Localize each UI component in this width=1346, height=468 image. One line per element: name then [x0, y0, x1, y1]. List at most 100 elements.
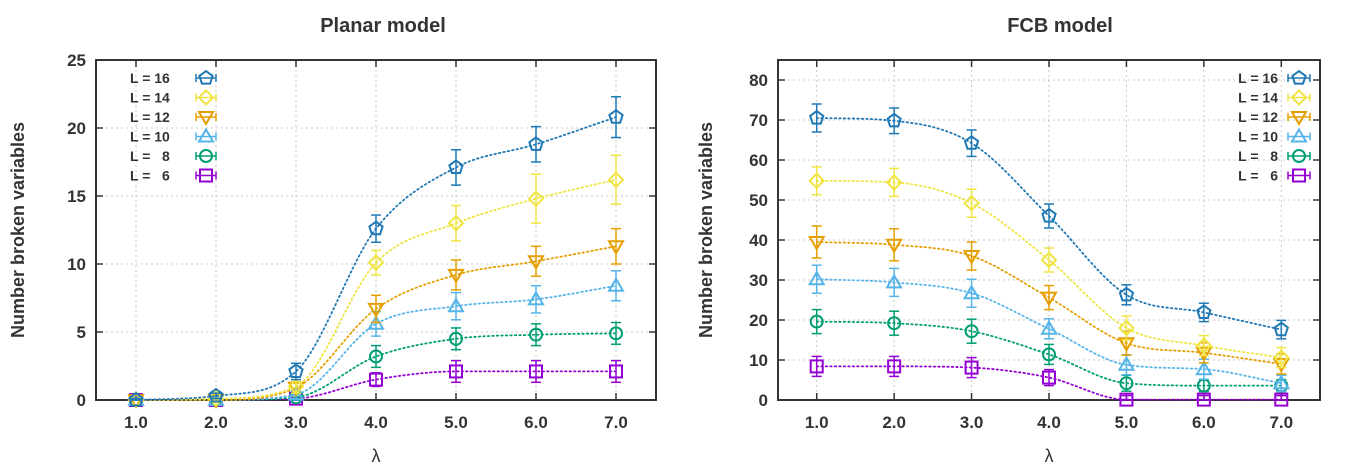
- legend-item: L = 10: [130, 127, 217, 145]
- y-tick-label: 25: [67, 51, 86, 70]
- legend-item: L = 10: [1238, 127, 1311, 145]
- data-point: [128, 391, 144, 407]
- data-point: [887, 359, 902, 374]
- data-point: [1273, 321, 1289, 337]
- series-L-14: [127, 154, 625, 409]
- chart-panel-2: 0 10 20 30 40 50 60 70 80 1.0 2.0 3.0 4.0 5.0 6.0 7.0 FC…: [696, 15, 1321, 466]
- data-point: [807, 270, 826, 286]
- legend-label: L = 8: [130, 148, 170, 164]
- data-point: [449, 364, 463, 379]
- data-point: [1274, 392, 1289, 407]
- data-point: [1041, 207, 1057, 223]
- data-point: [1119, 376, 1134, 391]
- data-point: [1117, 319, 1135, 337]
- legend-label: L = 16: [1238, 70, 1278, 86]
- y-tick-label: 10: [749, 351, 768, 370]
- legend-marker: [1292, 149, 1306, 163]
- legend-label: L = 16: [130, 70, 170, 86]
- chart-panel-1: 0 5 10 15 20 25 1.0 2.0 3.0 4.0 5.0 6.0 7.0 Planar mo…: [8, 15, 657, 466]
- data-point: [1119, 392, 1134, 407]
- legend-marker: [1290, 89, 1308, 106]
- data-point: [288, 363, 304, 378]
- data-point: [449, 331, 463, 346]
- data-point: [964, 360, 979, 375]
- data-point: [609, 364, 623, 379]
- data-point: [809, 314, 824, 329]
- legend-marker: [197, 111, 215, 126]
- legend-label: L = 14: [130, 90, 170, 106]
- series-L-12: [807, 225, 1291, 375]
- legend-marker: [1292, 168, 1306, 183]
- legend-item: L = 8: [130, 148, 217, 164]
- y-tick-label: 80: [749, 71, 768, 90]
- data-point: [807, 236, 826, 251]
- data-point: [369, 349, 383, 364]
- legend-item: L = 8: [1238, 148, 1311, 164]
- legend: L = 16 L = 14 L = 12 L = 10 L = 8 L = 6: [1238, 69, 1311, 184]
- legend-marker: [197, 127, 215, 143]
- data-point: [1040, 319, 1058, 335]
- y-tick-label: 50: [749, 191, 768, 210]
- y-tick-label: 10: [67, 255, 86, 274]
- data-point: [963, 135, 980, 150]
- data-point: [885, 173, 903, 191]
- data-point: [962, 284, 981, 300]
- y-axis-label: Number broken variables: [8, 122, 28, 338]
- data-point: [964, 324, 979, 339]
- x-tick-label: 4.0: [1037, 413, 1061, 432]
- y-tick-label: 0: [77, 391, 86, 410]
- data-point: [1042, 370, 1056, 385]
- legend-label: L = 6: [130, 168, 170, 184]
- data-point: [1118, 286, 1135, 302]
- data-point: [1195, 360, 1213, 376]
- y-axis-label: Number broken variables: [696, 122, 716, 338]
- data-point: [367, 302, 385, 318]
- x-tick-label: 5.0: [444, 413, 468, 432]
- y-tick-label: 15: [67, 187, 86, 206]
- data-point: [208, 387, 224, 403]
- data-point: [127, 394, 145, 409]
- data-point: [447, 297, 465, 313]
- legend-label: L = 10: [130, 129, 170, 145]
- data-point: [447, 214, 465, 232]
- data-point: [1042, 347, 1056, 362]
- data-point: [1040, 251, 1058, 269]
- data-point: [1040, 291, 1058, 307]
- y-tick-label: 60: [749, 151, 768, 170]
- data-point: [885, 273, 903, 289]
- data-point: [207, 390, 225, 408]
- legend-label: L = 12: [130, 109, 170, 125]
- y-tick-label: 30: [749, 271, 768, 290]
- x-axis-label: λ: [1045, 446, 1054, 466]
- data-point: [1196, 392, 1211, 407]
- data-point: [808, 172, 826, 190]
- data-point: [527, 190, 545, 208]
- y-tick-label: 20: [749, 311, 768, 330]
- legend-item: L = 12: [130, 109, 217, 126]
- data-point: [448, 159, 464, 174]
- data-point: [1196, 304, 1212, 319]
- x-tick-label: 3.0: [284, 413, 308, 432]
- data-point: [1272, 349, 1290, 367]
- chart-title: Planar model: [320, 15, 446, 37]
- data-point: [1117, 355, 1136, 371]
- legend-label: L = 12: [1238, 109, 1278, 125]
- data-point: [885, 238, 903, 254]
- data-point: [886, 112, 902, 128]
- legend-item: L = 6: [1238, 168, 1311, 184]
- data-point: [529, 364, 543, 379]
- data-point: [607, 240, 625, 256]
- x-tick-label: 6.0: [524, 413, 548, 432]
- series-L-16: [809, 103, 1289, 340]
- x-tick-label: 7.0: [1269, 413, 1293, 432]
- legend-marker: [198, 69, 214, 85]
- legend-marker: [1291, 69, 1307, 85]
- series-L-6: [809, 355, 1289, 407]
- series-L-8: [809, 308, 1289, 393]
- legend-item: L = 16: [1238, 69, 1311, 86]
- y-tick-label: 0: [759, 391, 768, 410]
- y-tick-label: 5: [77, 323, 86, 342]
- legend: L = 16 L = 14 L = 12 L = 10 L = 8 L = 6: [130, 69, 217, 184]
- data-point: [529, 327, 543, 342]
